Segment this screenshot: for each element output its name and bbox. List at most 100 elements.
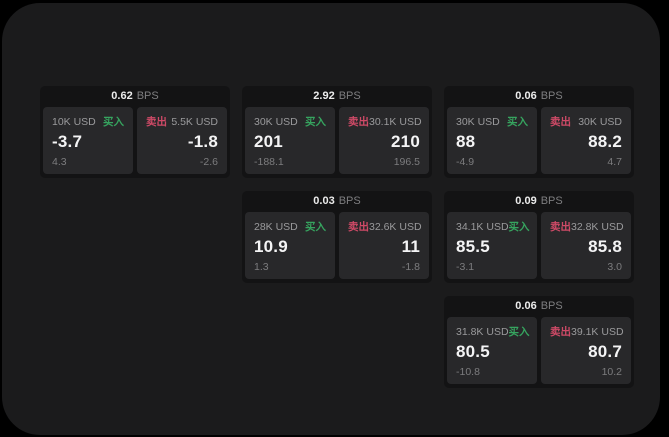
sell-value: 80.7	[588, 342, 622, 361]
buy-amount: 30K USD	[254, 115, 298, 128]
app-surface: 0.62 BPS 10K USD 买入 -3.7 4.3 卖出 5.5K USD	[2, 3, 660, 435]
quote-card[interactable]: 2.92 BPS 30K USD 买入 201 -188.1 卖出 30.1K …	[242, 86, 432, 178]
quote-card[interactable]: 0.06 BPS 30K USD 买入 88 -4.9 卖出 30K USD	[444, 86, 634, 178]
sell-value: 88.2	[588, 132, 622, 151]
sell-amount: 30K USD	[578, 115, 622, 128]
buy-change: 4.3	[52, 156, 67, 168]
sell-side-tag: 卖出	[146, 116, 167, 128]
buy-panel[interactable]: 30K USD 买入 88 -4.9	[447, 107, 537, 174]
bps-header: 0.03 BPS	[242, 191, 432, 212]
buy-panel[interactable]: 30K USD 买入 201 -188.1	[245, 107, 335, 174]
quote-card[interactable]: 0.62 BPS 10K USD 买入 -3.7 4.3 卖出 5.5K USD	[40, 86, 230, 178]
sell-value: 210	[391, 132, 420, 151]
bps-value: 0.06	[515, 90, 537, 102]
sell-value: 11	[401, 237, 420, 256]
bps-value: 0.06	[515, 300, 537, 312]
buy-value: 10.9	[254, 237, 288, 256]
sell-change: -1.8	[401, 261, 420, 273]
buy-change: 1.3	[254, 261, 269, 273]
buy-side-tag: 买入	[305, 116, 326, 128]
buy-panel[interactable]: 10K USD 买入 -3.7 4.3	[43, 107, 133, 174]
sell-amount: 32.6K USD	[369, 220, 422, 233]
bps-suffix-label: BPS	[540, 300, 563, 312]
buy-change: -3.1	[456, 261, 475, 273]
sell-panel-top: 卖出 32.6K USD	[348, 219, 422, 234]
buy-side-tag: 买入	[508, 221, 530, 233]
sell-value: 85.8	[588, 237, 622, 256]
sell-amount: 39.1K USD	[571, 325, 624, 338]
quote-cards-grid: 0.62 BPS 10K USD 买入 -3.7 4.3 卖出 5.5K USD	[40, 86, 634, 388]
buy-amount: 30K USD	[456, 115, 500, 128]
sell-panel-top: 卖出 30.1K USD	[348, 114, 422, 129]
buy-panel-top: 10K USD 买入	[52, 114, 124, 129]
sell-panel-top: 卖出 32.8K USD	[550, 219, 624, 234]
buy-value: 201	[254, 132, 283, 151]
sell-change: 10.2	[601, 366, 622, 378]
bps-suffix-label: BPS	[540, 90, 563, 102]
sell-side-tag: 卖出	[550, 116, 571, 128]
buy-change: -4.9	[456, 156, 475, 168]
sell-change: -2.6	[199, 156, 218, 168]
bps-header: 0.06 BPS	[444, 86, 634, 107]
bps-value: 2.92	[313, 90, 335, 102]
quote-card[interactable]: 0.09 BPS 34.1K USD 买入 85.5 -3.1 卖出 32.8K…	[444, 191, 634, 283]
sell-panel[interactable]: 卖出 30K USD 88.2 4.7	[541, 107, 631, 174]
sell-change: 4.7	[607, 156, 622, 168]
bps-suffix-label: BPS	[136, 90, 159, 102]
buy-panel-top: 30K USD 买入	[254, 114, 326, 129]
buy-amount: 10K USD	[52, 115, 96, 128]
sell-panel-top: 卖出 39.1K USD	[550, 324, 624, 339]
sell-value: -1.8	[187, 132, 218, 151]
buy-side-tag: 买入	[305, 221, 326, 233]
buy-amount: 31.8K USD	[456, 325, 509, 338]
buy-value: 88	[456, 132, 476, 151]
sell-side-tag: 卖出	[348, 221, 369, 233]
bps-suffix-label: BPS	[540, 195, 563, 207]
sell-panel[interactable]: 卖出 30.1K USD 210 196.5	[339, 107, 429, 174]
buy-amount: 28K USD	[254, 220, 298, 233]
sell-change: 3.0	[607, 261, 622, 273]
quote-card[interactable]: 0.03 BPS 28K USD 买入 10.9 1.3 卖出 32.6K US…	[242, 191, 432, 283]
sell-panel[interactable]: 卖出 32.6K USD 11 -1.8	[339, 212, 429, 279]
sell-change: 196.5	[393, 156, 420, 168]
bps-suffix-label: BPS	[338, 195, 361, 207]
sell-panel-top: 卖出 5.5K USD	[146, 114, 218, 129]
sell-amount: 30.1K USD	[369, 115, 422, 128]
buy-panel-top: 30K USD 买入	[456, 114, 528, 129]
sell-panel-top: 卖出 30K USD	[550, 114, 622, 129]
buy-panel-top: 28K USD 买入	[254, 219, 326, 234]
bps-value: 0.09	[515, 195, 537, 207]
buy-panel[interactable]: 31.8K USD 买入 80.5 -10.8	[447, 317, 537, 384]
buy-side-tag: 买入	[507, 116, 528, 128]
sell-panel[interactable]: 卖出 39.1K USD 80.7 10.2	[541, 317, 631, 384]
quote-card-body: 30K USD 买入 201 -188.1 卖出 30.1K USD 210 1…	[242, 107, 432, 178]
buy-change: -188.1	[254, 156, 284, 168]
buy-value: -3.7	[52, 132, 83, 151]
bps-suffix-label: BPS	[338, 90, 361, 102]
quote-card-body: 30K USD 买入 88 -4.9 卖出 30K USD 88.2 4.7	[444, 107, 634, 178]
sell-amount: 5.5K USD	[171, 115, 218, 128]
buy-value: 80.5	[456, 342, 490, 361]
bps-header: 0.09 BPS	[444, 191, 634, 212]
buy-panel-top: 31.8K USD 买入	[456, 324, 530, 339]
buy-amount: 34.1K USD	[456, 220, 509, 233]
buy-panel[interactable]: 28K USD 买入 10.9 1.3	[245, 212, 335, 279]
sell-panel[interactable]: 卖出 32.8K USD 85.8 3.0	[541, 212, 631, 279]
bps-value: 0.62	[111, 90, 133, 102]
sell-panel[interactable]: 卖出 5.5K USD -1.8 -2.6	[137, 107, 227, 174]
bps-header: 0.62 BPS	[40, 86, 230, 107]
quote-card[interactable]: 0.06 BPS 31.8K USD 买入 80.5 -10.8 卖出 39.1…	[444, 296, 634, 388]
sell-side-tag: 卖出	[348, 116, 369, 128]
bps-value: 0.03	[313, 195, 335, 207]
quote-card-body: 10K USD 买入 -3.7 4.3 卖出 5.5K USD -1.8 -2.…	[40, 107, 230, 178]
bps-header: 0.06 BPS	[444, 296, 634, 317]
bps-header: 2.92 BPS	[242, 86, 432, 107]
buy-panel-top: 34.1K USD 买入	[456, 219, 530, 234]
quote-card-body: 28K USD 买入 10.9 1.3 卖出 32.6K USD 11 -1.8	[242, 212, 432, 283]
sell-side-tag: 卖出	[550, 221, 571, 233]
buy-side-tag: 买入	[508, 326, 530, 338]
sell-amount: 32.8K USD	[571, 220, 624, 233]
buy-value: 85.5	[456, 237, 490, 256]
sell-side-tag: 卖出	[550, 326, 571, 338]
buy-panel[interactable]: 34.1K USD 买入 85.5 -3.1	[447, 212, 537, 279]
